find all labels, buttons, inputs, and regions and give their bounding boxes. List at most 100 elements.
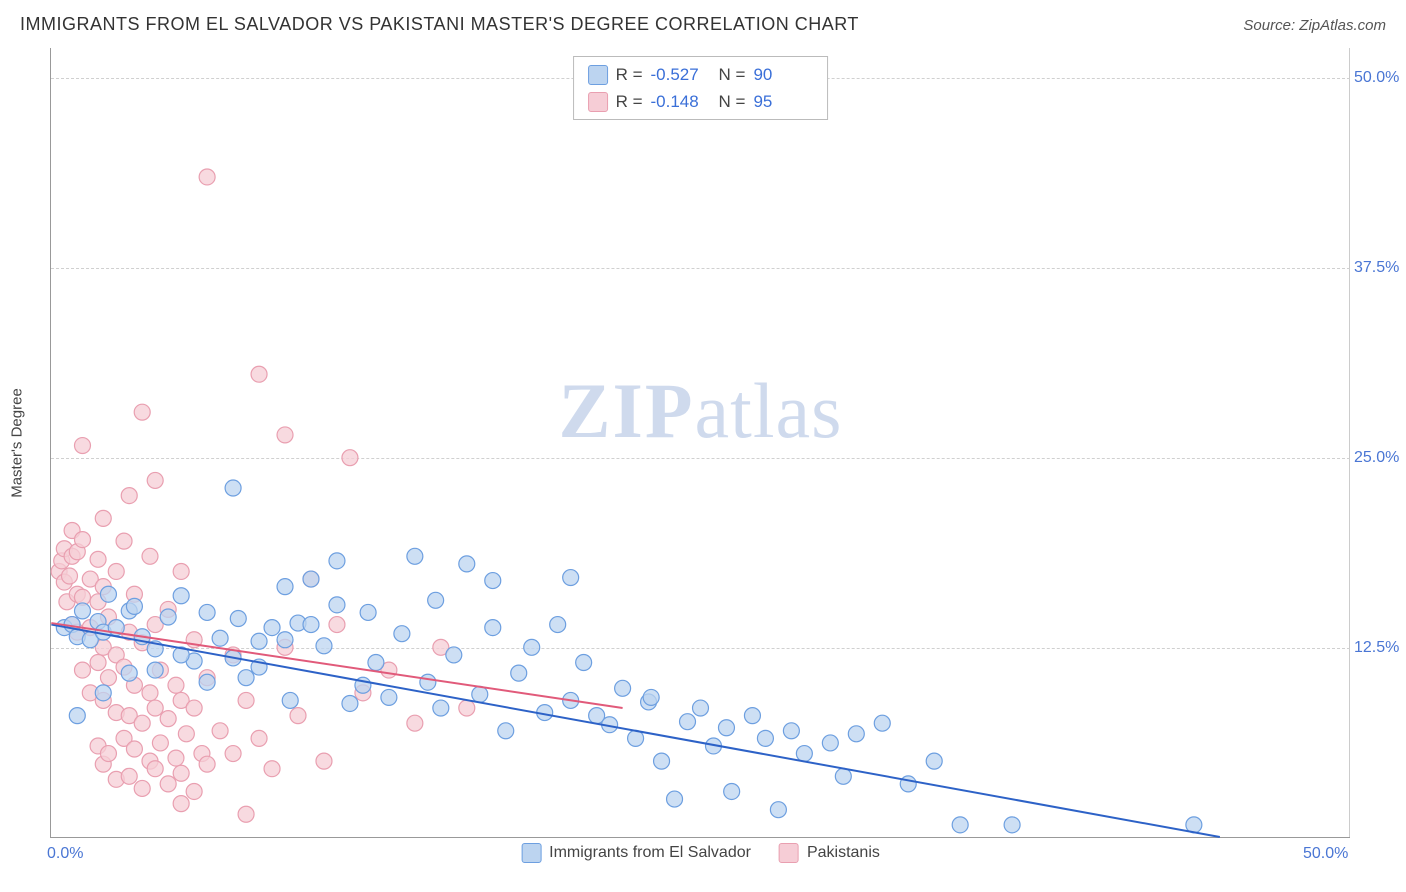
data-point-salvador: [835, 768, 851, 784]
data-point-salvador: [433, 700, 449, 716]
data-point-salvador: [212, 630, 228, 646]
stats-row-salvador: R = -0.527 N = 90: [588, 61, 814, 88]
data-point-pakistani: [251, 366, 267, 382]
data-point-salvador: [563, 570, 579, 586]
data-point-salvador: [783, 723, 799, 739]
data-point-pakistani: [74, 532, 90, 548]
data-point-salvador: [282, 692, 298, 708]
bottom-legend: Immigrants from El Salvador Pakistanis: [521, 843, 880, 863]
x-tick-label: 50.0%: [1303, 845, 1348, 863]
chart-title: IMMIGRANTS FROM EL SALVADOR VS PAKISTANI…: [20, 14, 859, 35]
data-point-salvador: [550, 617, 566, 633]
data-point-pakistani: [142, 548, 158, 564]
data-point-salvador: [680, 714, 696, 730]
data-point-pakistani: [134, 404, 150, 420]
data-point-pakistani: [173, 563, 189, 579]
data-point-salvador: [394, 626, 410, 642]
data-point-pakistani: [342, 450, 358, 466]
data-point-salvador: [926, 753, 942, 769]
y-tick-label: 50.0%: [1354, 69, 1402, 87]
stats-row-pakistani: R = -0.148 N = 95: [588, 88, 814, 115]
data-point-salvador: [472, 686, 488, 702]
data-point-salvador: [147, 662, 163, 678]
data-point-salvador: [498, 723, 514, 739]
data-point-salvador: [69, 708, 85, 724]
data-point-pakistani: [100, 670, 116, 686]
data-point-salvador: [238, 670, 254, 686]
data-point-pakistani: [238, 806, 254, 822]
source-attribution: Source: ZipAtlas.com: [1243, 17, 1386, 34]
data-point-salvador: [121, 665, 137, 681]
data-point-salvador: [329, 597, 345, 613]
data-point-pakistani: [199, 169, 215, 185]
data-point-salvador: [225, 480, 241, 496]
data-point-salvador: [277, 632, 293, 648]
swatch-salvador: [588, 65, 608, 85]
data-point-salvador: [428, 592, 444, 608]
data-point-salvador: [329, 553, 345, 569]
y-axis-title: Master's Degree: [9, 388, 26, 498]
y-tick-label: 12.5%: [1354, 639, 1402, 657]
data-point-pakistani: [459, 700, 475, 716]
data-point-salvador: [381, 689, 397, 705]
data-point-pakistani: [168, 750, 184, 766]
data-point-pakistani: [264, 761, 280, 777]
data-point-salvador: [654, 753, 670, 769]
data-point-salvador: [100, 586, 116, 602]
data-point-salvador: [407, 548, 423, 564]
data-point-pakistani: [121, 768, 137, 784]
plot-area: Master's Degree ZIPatlas 12.5%25.0%37.5%…: [50, 48, 1350, 838]
data-point-pakistani: [212, 723, 228, 739]
data-point-salvador: [667, 791, 683, 807]
data-point-salvador: [485, 620, 501, 636]
data-point-pakistani: [134, 780, 150, 796]
data-point-pakistani: [160, 711, 176, 727]
data-point-pakistani: [178, 726, 194, 742]
data-point-pakistani: [173, 796, 189, 812]
data-point-salvador: [277, 579, 293, 595]
data-point-pakistani: [74, 438, 90, 454]
data-point-salvador: [95, 685, 111, 701]
data-point-pakistani: [238, 692, 254, 708]
data-point-salvador: [874, 715, 890, 731]
data-point-pakistani: [199, 756, 215, 772]
data-point-salvador: [251, 633, 267, 649]
stats-legend: R = -0.527 N = 90 R = -0.148 N = 95: [573, 56, 829, 120]
y-tick-label: 25.0%: [1354, 449, 1402, 467]
data-point-salvador: [796, 746, 812, 762]
data-point-salvador: [126, 598, 142, 614]
data-point-salvador: [368, 655, 384, 671]
data-point-salvador: [446, 647, 462, 663]
data-point-salvador: [459, 556, 475, 572]
data-point-salvador: [900, 776, 916, 792]
data-point-salvador: [199, 674, 215, 690]
data-point-pakistani: [251, 730, 267, 746]
data-point-pakistani: [290, 708, 306, 724]
data-point-salvador: [848, 726, 864, 742]
data-point-pakistani: [225, 746, 241, 762]
data-point-pakistani: [126, 741, 142, 757]
swatch-pakistani: [588, 92, 608, 112]
legend-item-pakistani: Pakistanis: [779, 843, 880, 863]
data-point-pakistani: [90, 551, 106, 567]
data-point-pakistani: [147, 472, 163, 488]
data-point-salvador: [316, 638, 332, 654]
data-point-salvador: [342, 695, 358, 711]
data-point-pakistani: [316, 753, 332, 769]
data-point-salvador: [160, 609, 176, 625]
data-point-salvador: [693, 700, 709, 716]
swatch-salvador-icon: [521, 843, 541, 863]
data-point-salvador: [718, 720, 734, 736]
swatch-pakistani-icon: [779, 843, 799, 863]
data-point-pakistani: [152, 735, 168, 751]
data-point-salvador: [360, 604, 376, 620]
data-point-pakistani: [95, 510, 111, 526]
data-point-salvador: [757, 730, 773, 746]
data-point-salvador: [303, 617, 319, 633]
data-point-pakistani: [62, 568, 78, 584]
data-point-salvador: [511, 665, 527, 681]
data-point-salvador: [230, 611, 246, 627]
data-point-pakistani: [277, 427, 293, 443]
legend-label-pakistani: Pakistanis: [807, 844, 880, 862]
legend-item-salvador: Immigrants from El Salvador: [521, 843, 751, 863]
